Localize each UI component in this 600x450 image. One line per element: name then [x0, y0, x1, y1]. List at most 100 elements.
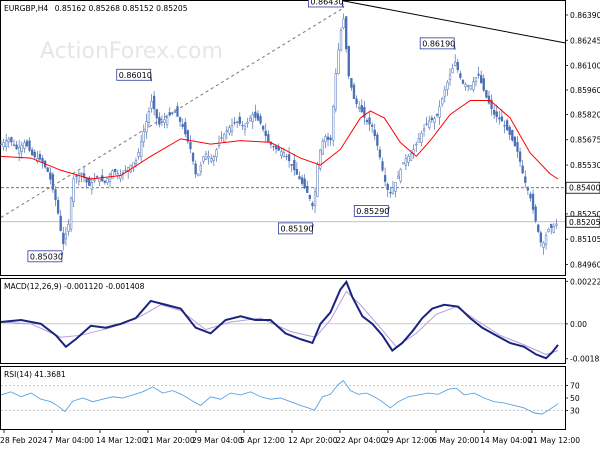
candle-body [210, 158, 213, 162]
candle-body [243, 125, 247, 130]
candle-body [446, 82, 449, 90]
candle-body [67, 223, 70, 232]
candle-body [482, 78, 485, 91]
candle-body [274, 145, 278, 150]
candle-body [415, 143, 418, 146]
candle-body [282, 152, 286, 157]
candle-body [77, 173, 81, 182]
candle-body [41, 158, 44, 163]
candle-body [417, 138, 421, 143]
candle-body [508, 126, 511, 135]
candle-body [461, 80, 465, 84]
candle-body [28, 140, 31, 151]
candle-body [10, 137, 13, 143]
candle-body [503, 125, 506, 127]
candle-body [298, 176, 301, 180]
macd-y-tick-label: -0.001827 [570, 355, 600, 364]
candle-body [64, 233, 68, 240]
candle-body [479, 75, 483, 84]
price-annotation: 0.86190 [419, 37, 456, 50]
price-annotation: 0.85190 [278, 222, 314, 235]
candle-body [363, 106, 366, 118]
candle-body [326, 136, 330, 140]
candle-body [155, 109, 158, 119]
candle-body [365, 119, 369, 123]
candle-body [383, 175, 387, 182]
rsi-panel [0, 366, 566, 430]
candle-body [82, 173, 86, 178]
candle-body [467, 85, 470, 87]
candle-body [111, 170, 114, 179]
candle-body [277, 147, 280, 151]
candle-body [56, 199, 60, 214]
candle-body [72, 178, 75, 202]
candle-body [85, 177, 88, 183]
x-tick-label: 14 Mar 12:00 [96, 436, 147, 445]
candle-body [339, 30, 343, 51]
candle-body [485, 90, 488, 98]
candle-body [537, 224, 540, 232]
candle-body [132, 162, 135, 168]
annotation-box [278, 222, 313, 235]
candle-body [30, 149, 34, 156]
candle-body [337, 49, 340, 74]
candle-body [534, 206, 537, 222]
candle-body [142, 131, 145, 143]
candle-body [194, 163, 197, 175]
candle-body [168, 112, 171, 116]
price-y-tick-label: 0.85820 [570, 110, 600, 119]
price-axis-boxed-label-bg [565, 215, 600, 228]
candle-body [23, 142, 26, 149]
candle-body [285, 156, 288, 158]
candle-body [173, 111, 177, 114]
candle-body [524, 176, 527, 183]
candle-body [147, 111, 151, 123]
x-tick-label: 6 May 20:00 [432, 436, 479, 445]
candle-body [487, 95, 491, 104]
candle-body [495, 111, 498, 117]
candle-body [212, 156, 215, 161]
price-candles [0, 13, 558, 255]
candle-body [451, 68, 454, 74]
candle-body [145, 121, 148, 133]
candle-body [407, 155, 410, 163]
candle-body [350, 78, 353, 88]
price-y-tick-label: 0.85250 [570, 210, 600, 219]
candle-body [394, 182, 397, 192]
candle-body [51, 174, 55, 190]
candle-body [422, 128, 426, 131]
candle-body [62, 232, 65, 245]
candle-body [420, 133, 423, 143]
chart-header: EURGBP,H4 0.85162 0.85268 0.85152 0.8520… [4, 4, 188, 13]
candle-body [33, 151, 36, 158]
price-y-tick-label: 0.85960 [570, 86, 600, 95]
price-axis-boxed-label-bg [565, 181, 600, 194]
candle-body [184, 122, 187, 135]
candle-body [7, 138, 10, 142]
rsi-y-tick-label: 50 [570, 394, 580, 403]
candle-body [412, 149, 415, 154]
candle-body [150, 101, 153, 109]
candle-body [238, 116, 241, 124]
candle-body [306, 185, 309, 193]
candle-body [542, 242, 545, 248]
price-series-layer: 0.85030 0.86010 0.85190 0.86430 0.85290 0.861… [0, 0, 566, 263]
candle-body [163, 119, 166, 123]
candle-body [345, 16, 348, 50]
price-y-tick-label: 0.85675 [570, 136, 600, 145]
candle-body [20, 144, 23, 152]
macd-main-line [0, 279, 559, 360]
candle-body [373, 129, 376, 136]
ohlc-values: 0.85162 0.85268 0.85152 0.85205 [55, 4, 188, 13]
candle-body [552, 226, 555, 233]
candle-body [165, 117, 169, 125]
watermark: ActionForex.com [40, 39, 223, 64]
candle-body [272, 146, 275, 148]
candle-body [329, 137, 332, 141]
candle-body [324, 136, 327, 143]
macd-y-tick-label: 0.002229 [570, 277, 600, 286]
candle-body [171, 112, 174, 114]
candle-body [230, 125, 234, 132]
candle-body [404, 158, 408, 166]
